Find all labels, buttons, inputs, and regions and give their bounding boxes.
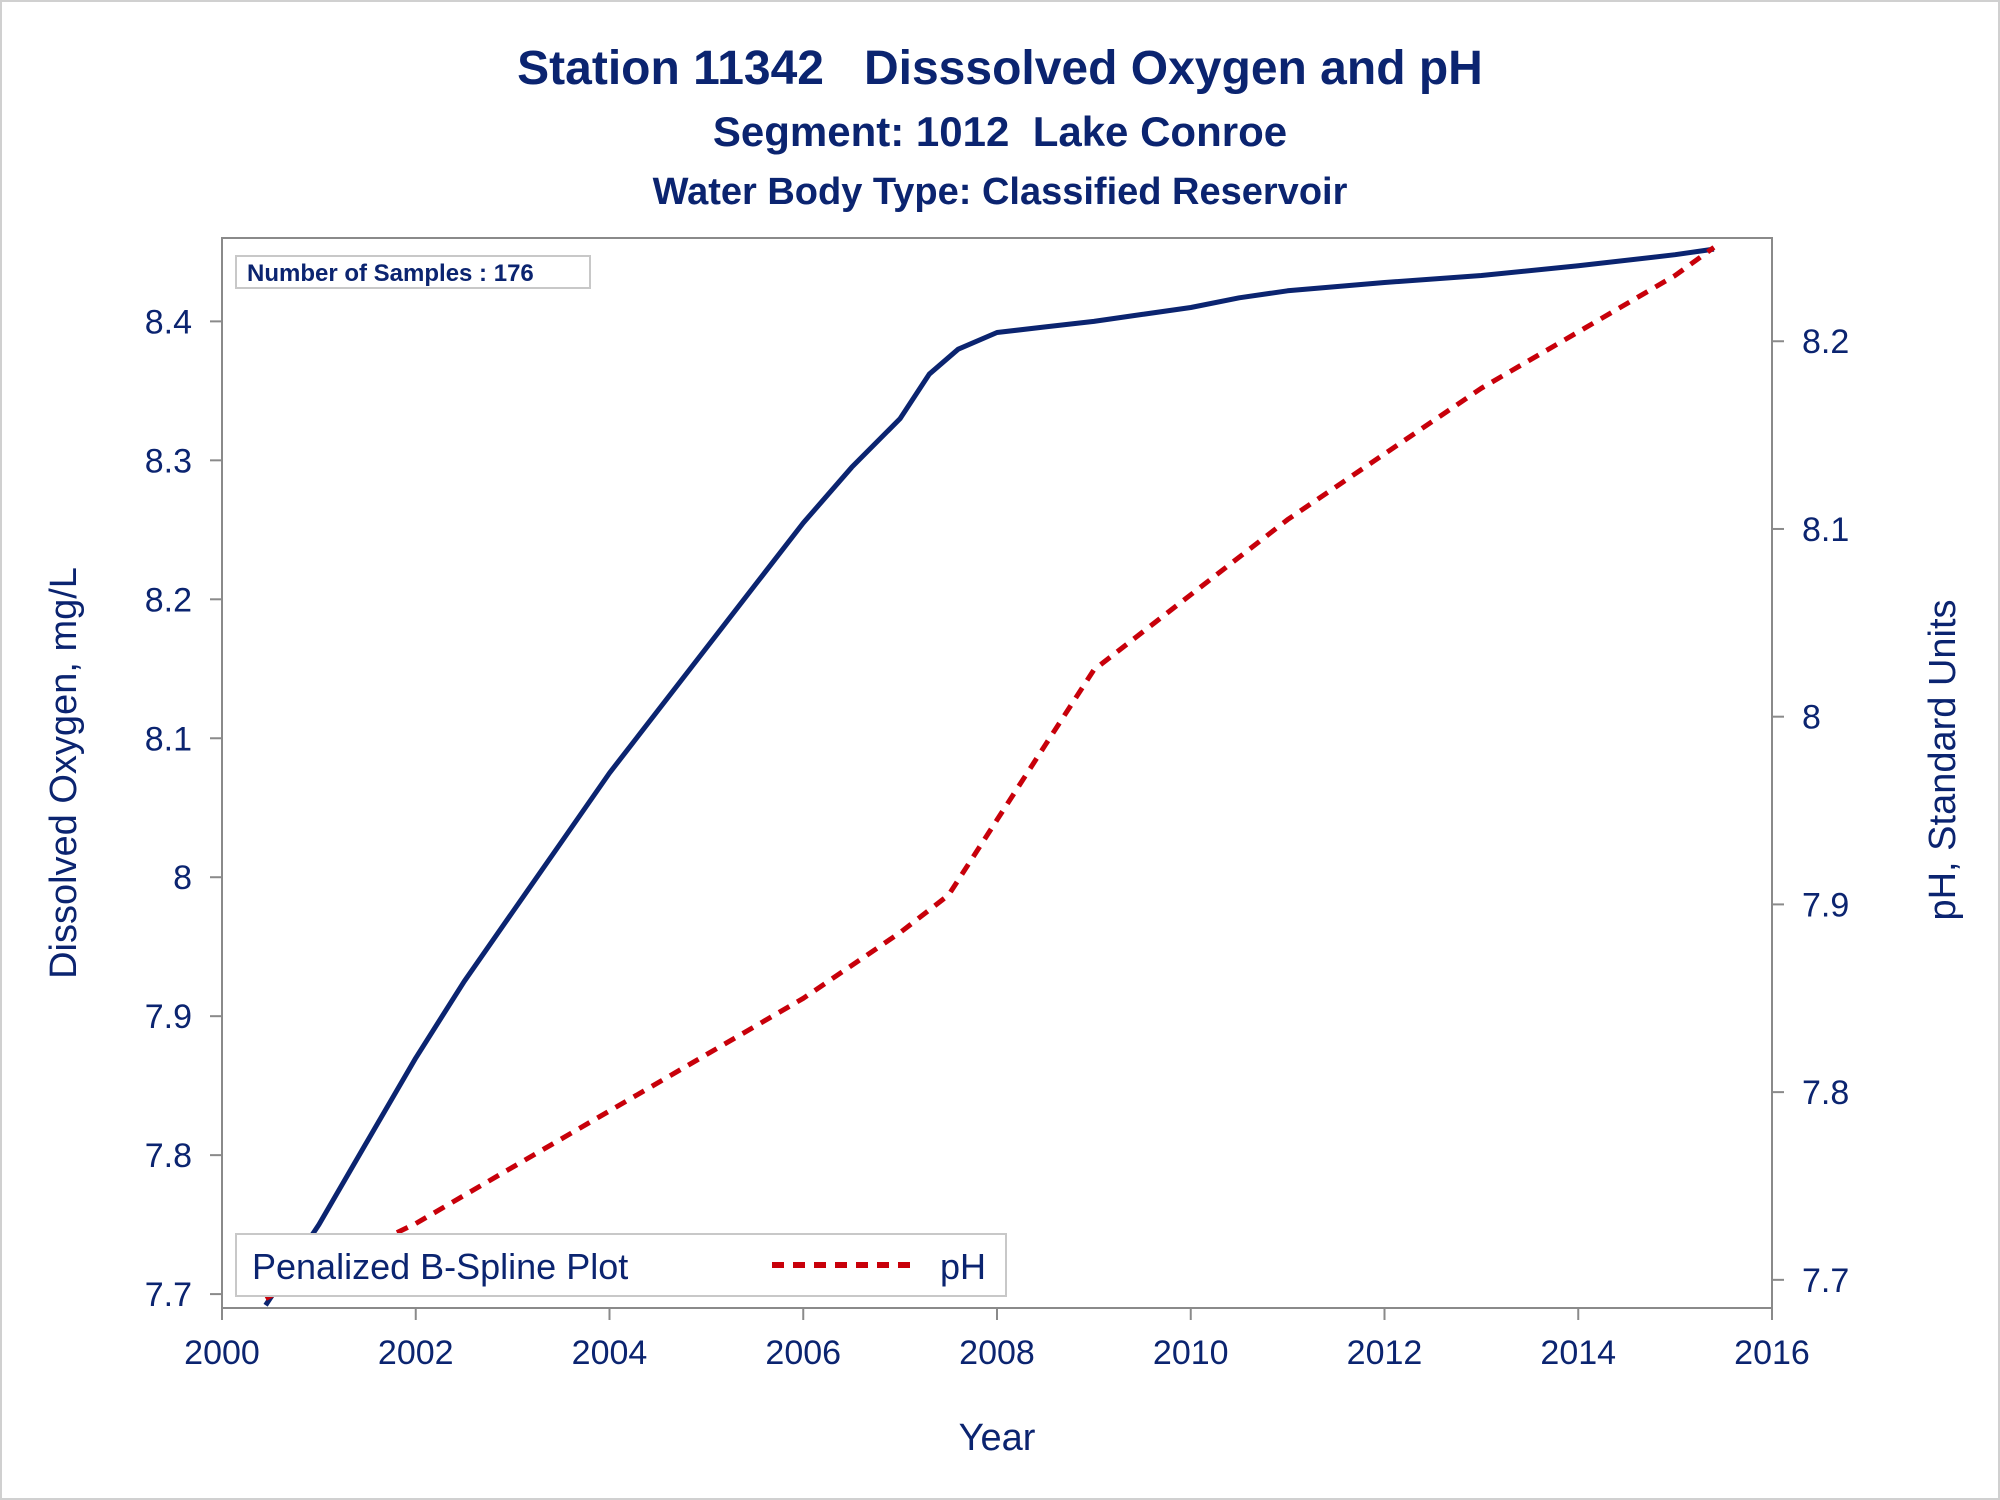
y-right-tick-label: 7.9 — [1802, 886, 1849, 924]
x-tick-label: 2012 — [1347, 1334, 1423, 1372]
x-tick-label: 2014 — [1540, 1334, 1616, 1372]
chart-title: Station 11342 Disssolved Oxygen and pH — [517, 42, 1483, 95]
plot-area-border — [221, 237, 1773, 1309]
x-axis-label: Year — [959, 1417, 1036, 1459]
legend-box — [235, 1233, 1007, 1297]
legend-title: Penalized B-Spline Plot — [252, 1246, 628, 1287]
x-tick-label: 2010 — [1153, 1334, 1229, 1372]
legend-ph-label: pH — [940, 1246, 986, 1287]
series-group — [263, 245, 1716, 1307]
x-tick-label: 2000 — [184, 1334, 260, 1372]
x-tick-label: 2002 — [378, 1334, 454, 1372]
dissolved-oxygen-series-line — [263, 246, 1715, 1307]
y-axis-right-label: pH, Standard Units — [1922, 599, 1964, 920]
y-right-tick-label: 7.7 — [1802, 1262, 1849, 1300]
sample-count-box — [235, 255, 591, 289]
y-axis-left-label: Dissolved Oxygen, mg/L — [43, 567, 85, 979]
y-left-tick-label: 8.1 — [145, 720, 192, 758]
y-right-tick-label: 7.8 — [1802, 1074, 1849, 1112]
y-left-tick-label: 8 — [173, 859, 192, 897]
y-left-tick-label: 8.4 — [145, 303, 192, 341]
y-left-tick-label: 8.2 — [145, 581, 192, 619]
chart-subtitle-2: Water Body Type: Classified Reservoir — [653, 171, 1348, 213]
sample-count-annotation: Number of Samples : 176 — [247, 260, 534, 287]
y-right-tick-label: 8 — [1802, 699, 1821, 737]
y-axis-right: 7.7 7.8 7.9 8 8.1 8.2 — [1772, 323, 1849, 1300]
y-left-tick-label: 7.9 — [145, 998, 192, 1036]
x-tick-label: 2008 — [959, 1334, 1035, 1372]
y-axis-left: 7.7 7.8 7.9 8 8.1 8.2 8.3 8.4 — [145, 303, 222, 1314]
y-left-tick-label: 7.8 — [145, 1137, 192, 1175]
x-tick-label: 2016 — [1734, 1334, 1810, 1372]
x-axis: 2000 2002 2004 2006 2008 2010 2012 2014 2016 — [184, 1308, 1810, 1372]
ph-series-line — [264, 245, 1716, 1301]
y-left-tick-label: 7.7 — [145, 1276, 192, 1314]
y-right-tick-label: 8.2 — [1802, 323, 1849, 361]
chart-subtitle: Segment: 1012 Lake Conroe — [713, 108, 1287, 155]
y-left-tick-label: 8.3 — [145, 442, 192, 480]
y-right-tick-label: 8.1 — [1802, 511, 1849, 549]
x-tick-label: 2004 — [572, 1334, 648, 1372]
x-tick-label: 2006 — [765, 1334, 841, 1372]
